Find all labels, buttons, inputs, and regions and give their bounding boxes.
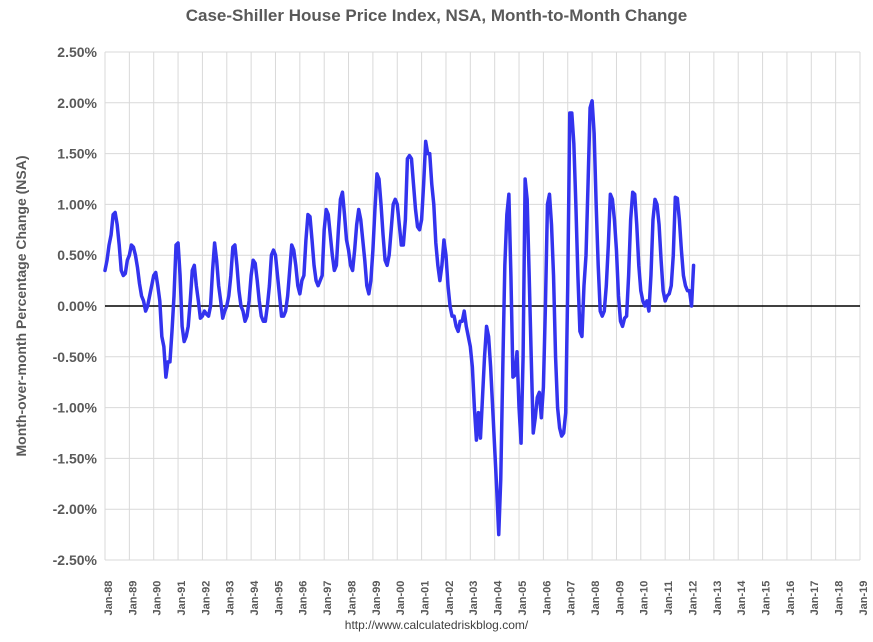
y-tick-label: -2.50% (53, 552, 98, 568)
x-tick-label: Jan-90 (152, 581, 164, 616)
x-tick-label: Jan-07 (566, 581, 578, 616)
x-tick-label: Jan-01 (420, 581, 432, 616)
x-tick-label: Jan-96 (298, 581, 310, 616)
x-tick-label: Jan-12 (687, 581, 699, 616)
x-tick-label: Jan-02 (444, 581, 456, 616)
x-tick-label: Jan-06 (541, 581, 553, 616)
y-axis-ticks: 2.50% 2.00% 1.50% 1.00% 0.50% 0.00% -0.50% -1.0… (53, 44, 98, 568)
x-tick-label: Jan-99 (371, 581, 383, 616)
x-tick-label: Jan-95 (273, 581, 285, 616)
grid-lines (104, 51, 861, 561)
y-tick-label: -2.00% (53, 501, 98, 517)
series-line (103, 99, 696, 537)
x-tick-label: Jan-11 (663, 581, 675, 615)
y-tick-label: -1.50% (53, 450, 98, 466)
x-tick-label: Jan-89 (127, 581, 139, 616)
source-text: http://www.calculatedriskblog.com/ (344, 618, 529, 632)
x-tick-label: Jan-88 (103, 581, 115, 616)
x-tick-label: Jan-19 (858, 581, 870, 616)
x-tick-label: Jan-97 (322, 581, 334, 616)
y-tick-label: 0.00% (57, 298, 97, 314)
x-tick-label: Jan-98 (346, 581, 358, 616)
series-layer (103, 99, 696, 537)
x-tick-label: Jan-14 (736, 580, 748, 616)
y-tick-label: 2.00% (57, 95, 97, 111)
x-tick-label: Jan-00 (395, 581, 407, 616)
chart-title: Case-Shiller House Price Index, NSA, Mon… (185, 6, 688, 25)
x-tick-label: Jan-94 (249, 580, 261, 616)
y-tick-label: 1.00% (57, 196, 97, 212)
x-axis-ticks: Jan-88 Jan-89 Jan-90 Jan-91 Jan-92 Jan-93 Jan-… (103, 580, 870, 616)
x-tick-label: Jan-09 (614, 581, 626, 616)
y-tick-label: -0.50% (53, 349, 98, 365)
x-tick-label: Jan-16 (785, 581, 797, 616)
x-tick-label: Jan-13 (712, 581, 724, 616)
y-axis-label: Month-over-month Percentage Change (NSA) (13, 155, 29, 457)
y-axis-label-wrap: Month-over-month Percentage Change (NSA) (10, 52, 32, 560)
x-tick-label: Jan-91 (176, 581, 188, 616)
x-tick-label: Jan-03 (468, 581, 480, 616)
x-tick-label: Jan-92 (200, 581, 212, 616)
x-tick-label: Jan-93 (225, 581, 237, 616)
x-tick-label: Jan-10 (639, 581, 651, 616)
y-tick-label: -1.00% (53, 400, 98, 416)
x-tick-label: Jan-15 (760, 581, 772, 616)
y-tick-label: 1.50% (57, 146, 97, 162)
x-tick-label: Jan-17 (809, 581, 821, 616)
y-tick-label: 0.50% (57, 247, 97, 263)
x-tick-label: Jan-04 (493, 580, 505, 616)
x-tick-label: Jan-18 (834, 581, 846, 616)
y-tick-label: 2.50% (57, 44, 97, 60)
x-tick-label: Jan-05 (517, 581, 529, 616)
x-tick-label: Jan-08 (590, 581, 602, 616)
